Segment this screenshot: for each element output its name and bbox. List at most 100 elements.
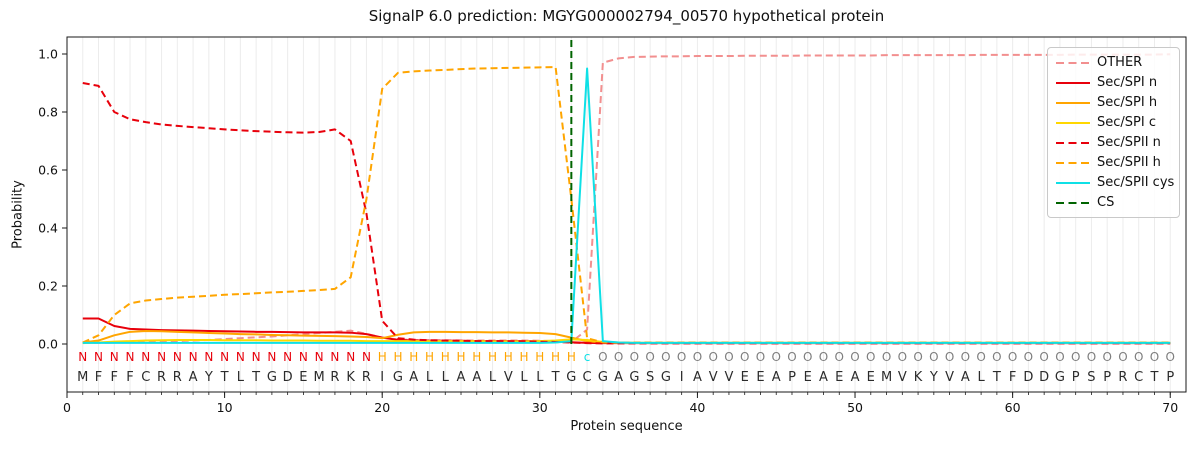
y-tick-label: 0.2	[38, 279, 58, 294]
region-label: N	[94, 350, 103, 364]
residue-letter: Y	[929, 370, 938, 385]
x-tick-label: 20	[374, 400, 390, 415]
region-label: H	[409, 350, 418, 364]
x-axis-label: Protein sequence	[570, 419, 683, 434]
x-axis-ticks: 0 10 20 30 40 50 60 70	[63, 392, 1178, 415]
region-label: N	[236, 350, 245, 364]
legend-item-sec-spi-n: Sec/SPI n	[1056, 73, 1175, 93]
region-label: O	[866, 350, 875, 364]
residue-letter: R	[173, 370, 182, 385]
region-label: O	[677, 350, 686, 364]
region-label: O	[598, 350, 607, 364]
residue-letter: L	[426, 370, 434, 385]
residue-letter: E	[804, 370, 812, 385]
region-label: O	[803, 350, 812, 364]
region-label: O	[929, 350, 938, 364]
region-label: O	[661, 350, 670, 364]
region-label: N	[299, 350, 308, 364]
residue-letter: S	[646, 370, 654, 385]
residue-letter: G	[566, 370, 576, 385]
region-label: O	[1118, 350, 1127, 364]
region-label: O	[992, 350, 1001, 364]
legend-line-sample-sec-spii-cys	[1056, 182, 1090, 184]
region-label: O	[756, 350, 765, 364]
residue-letter: P	[788, 370, 796, 385]
region-label: O	[630, 350, 639, 364]
residue-letter: G	[661, 370, 671, 385]
region-label: O	[1150, 350, 1159, 364]
legend-label: CS	[1097, 195, 1115, 210]
residue-letter: E	[741, 370, 749, 385]
region-label: H	[567, 350, 576, 364]
legend-item-sec-spii-h: Sec/SPII h	[1056, 153, 1175, 173]
residue-letter: D	[1023, 370, 1033, 385]
region-label: N	[204, 350, 213, 364]
residue-letter: G	[598, 370, 608, 385]
region-label: O	[898, 350, 907, 364]
region-label: O	[1134, 350, 1143, 364]
region-label: O	[1087, 350, 1096, 364]
residue-letter: E	[867, 370, 875, 385]
region-label: O	[961, 350, 970, 364]
legend-label: OTHER	[1097, 55, 1143, 70]
legend-item-sec-spii-n: Sec/SPII n	[1056, 133, 1175, 153]
residue-letter: A	[472, 370, 481, 385]
residue-letter: I	[380, 370, 384, 385]
residue-letter: L	[520, 370, 528, 385]
residue-letter: A	[819, 370, 828, 385]
residue-letter: R	[362, 370, 371, 385]
residue-letter: P	[1072, 370, 1080, 385]
x-tick-label: 30	[532, 400, 548, 415]
region-label: H	[520, 350, 529, 364]
region-label: H	[504, 350, 513, 364]
region-label: O	[835, 350, 844, 364]
region-label: H	[488, 350, 497, 364]
region-label: H	[378, 350, 387, 364]
legend-item-sec-spi-h: Sec/SPI h	[1056, 93, 1175, 113]
residue-letter: K	[914, 370, 923, 385]
region-label: c	[584, 350, 591, 364]
residue-letter: V	[709, 370, 718, 385]
x-tick-label: 10	[217, 400, 233, 415]
residue-letter: M	[314, 370, 325, 385]
y-tick-label: 0.6	[38, 163, 58, 178]
residue-letter: L	[442, 370, 450, 385]
region-label: O	[1102, 350, 1111, 364]
region-label: O	[693, 350, 702, 364]
residue-letter: F	[111, 370, 118, 385]
residue-letter: R	[1118, 370, 1127, 385]
region-label: H	[535, 350, 544, 364]
residue-letter: I	[680, 370, 684, 385]
series-sec-spii-n	[82, 82, 1171, 345]
legend-label: Sec/SPI c	[1097, 115, 1156, 130]
region-label: O	[976, 350, 985, 364]
residue-letter: L	[536, 370, 544, 385]
region-label: O	[645, 350, 654, 364]
residue-letter: T	[220, 370, 229, 385]
x-tick-label: 0	[63, 400, 71, 415]
residue-letter: P	[1103, 370, 1111, 385]
region-label: O	[850, 350, 859, 364]
region-label: N	[362, 350, 371, 364]
x-tick-label: 60	[1005, 400, 1021, 415]
residue-letter: L	[237, 370, 245, 385]
residue-letter: D	[283, 370, 293, 385]
residue-letter: C	[141, 370, 150, 385]
residue-letter: C	[1134, 370, 1143, 385]
region-label: N	[141, 350, 150, 364]
region-label: O	[913, 350, 922, 364]
region-label: N	[220, 350, 229, 364]
residue-letter: T	[992, 370, 1001, 385]
residue-letter: G	[393, 370, 403, 385]
region-label: O	[819, 350, 828, 364]
region-label: H	[456, 350, 465, 364]
y-tick-label: 1.0	[38, 47, 58, 62]
region-label: O	[1024, 350, 1033, 364]
residue-letter: A	[409, 370, 418, 385]
residue-letter: C	[583, 370, 592, 385]
region-label: O	[787, 350, 796, 364]
residue-letter: A	[614, 370, 623, 385]
residue-letter: F	[1009, 370, 1016, 385]
